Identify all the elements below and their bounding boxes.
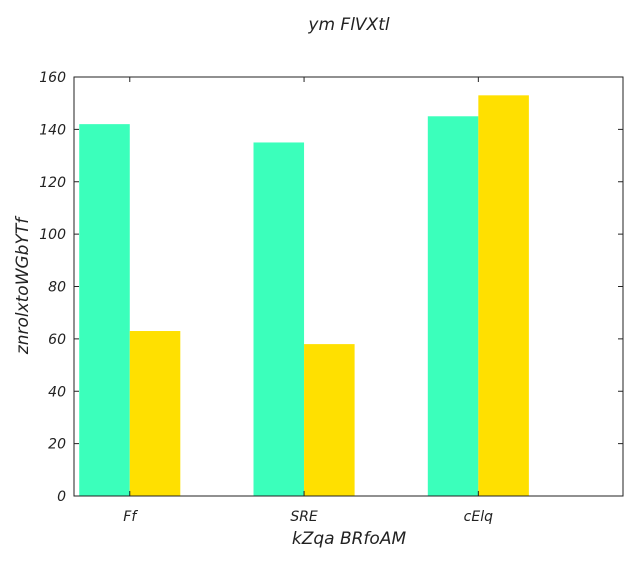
x-axis-title: kZqa BRfoAM [292, 529, 407, 549]
bar-Ff-series-1 [79, 124, 130, 496]
bar-cElq-series-1 [427, 116, 479, 496]
plot-frame [73, 76, 624, 497]
chart-title: ym FlVXtl [307, 15, 389, 35]
y-tick-label: 160 [39, 70, 66, 86]
x-tick-label: cElq [464, 509, 493, 525]
y-tick-label: 40 [48, 384, 66, 400]
y-tick-label: 0 [57, 489, 66, 505]
x-tick-label: Ff [123, 509, 138, 525]
y-tick-label: 80 [48, 280, 66, 296]
bar-Ff-series-2 [129, 331, 181, 496]
x-tick-label: SRE [290, 509, 318, 525]
bars-layer [79, 95, 529, 496]
y-tick-label: 100 [39, 227, 66, 243]
y-axis-title: znrolxtoWGbYTf [13, 215, 33, 355]
ticks-layer: 0 20 40 60 80 100 120 140 160 Ff SRE cElq [39, 70, 623, 525]
bar-SRE-series-2 [304, 344, 355, 496]
bar-cElq-series-2 [478, 95, 529, 496]
bar-SRE-series-1 [253, 142, 305, 496]
y-tick-label: 60 [48, 332, 66, 348]
y-tick-label: 140 [39, 122, 66, 138]
y-tick-label: 20 [48, 437, 66, 453]
y-tick-label: 120 [39, 175, 66, 191]
